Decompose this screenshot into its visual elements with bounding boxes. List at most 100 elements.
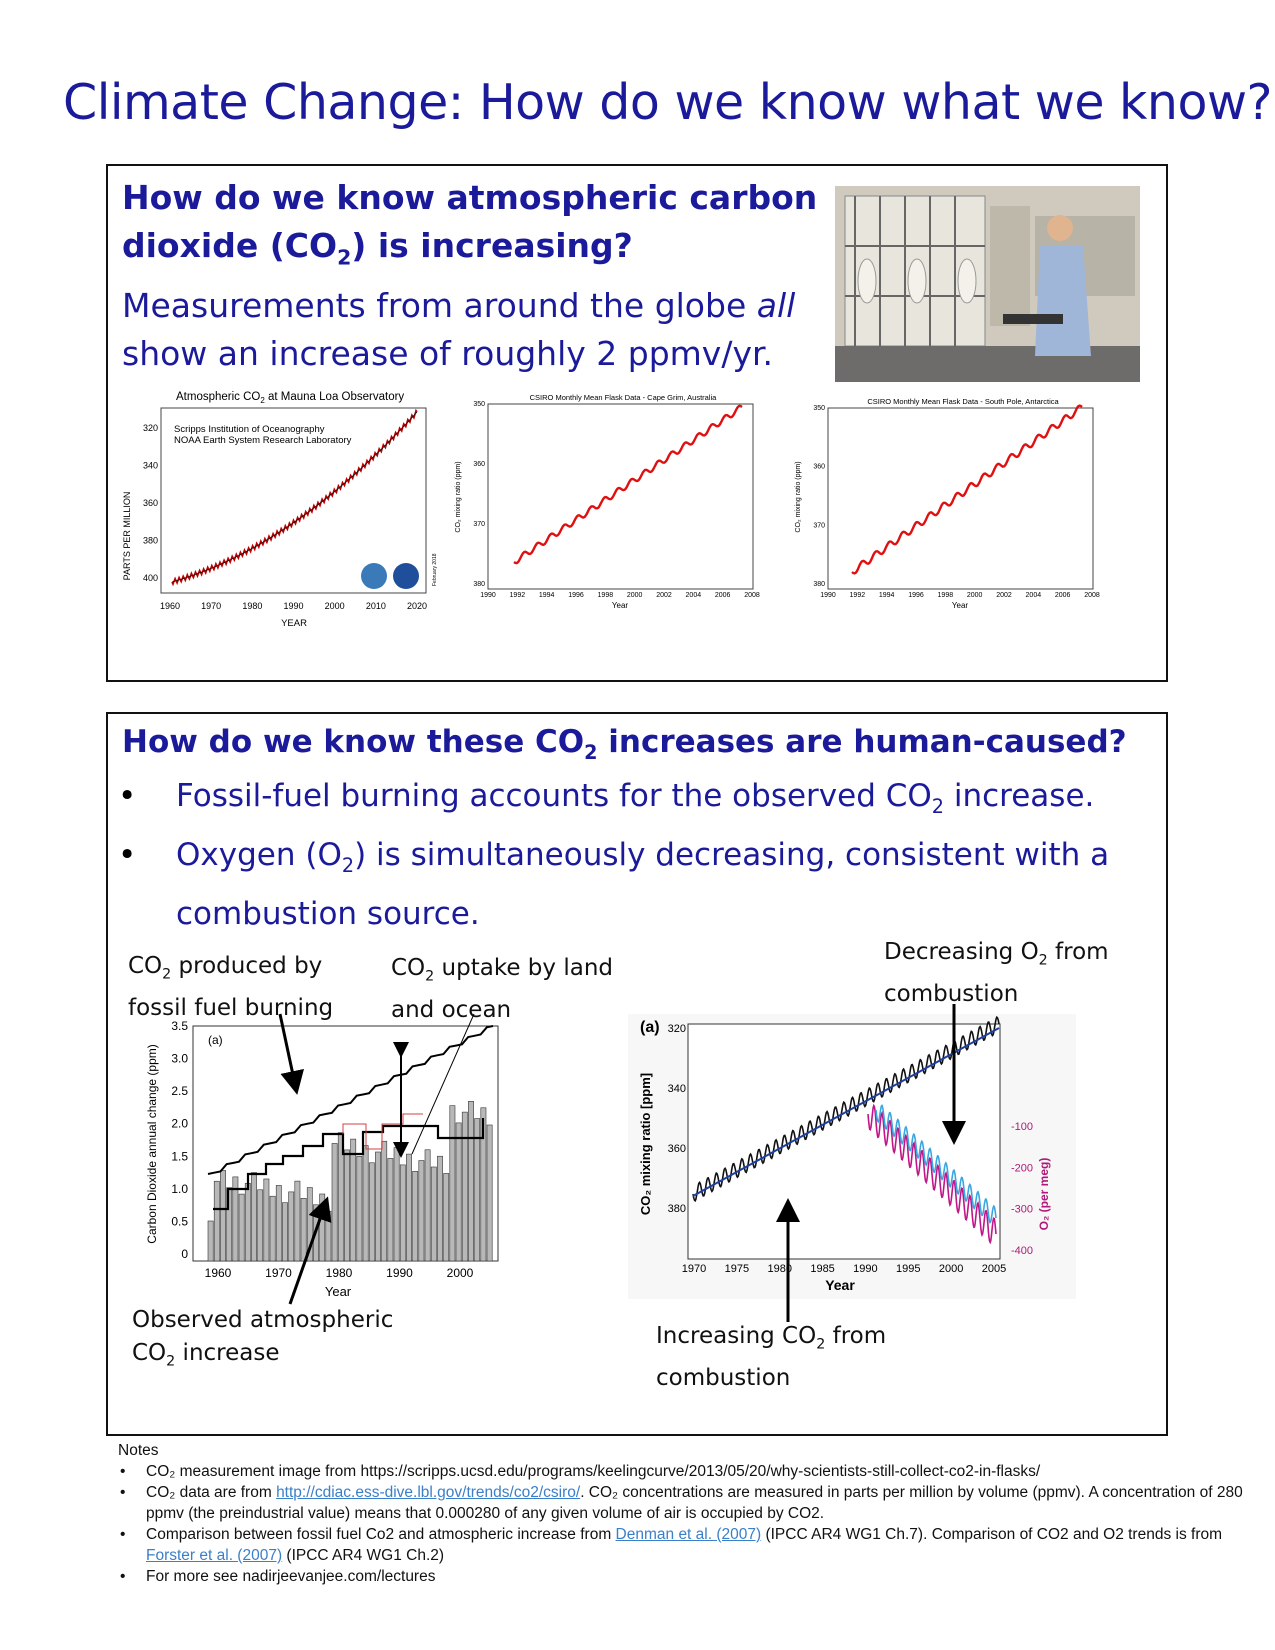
observed-increase-bar	[331, 1143, 338, 1262]
observed-increase-bar	[257, 1189, 264, 1262]
left-chart-ytick: 2.0	[171, 1117, 188, 1131]
observed-increase-bar	[474, 1118, 481, 1262]
observed-increase-bar	[294, 1180, 301, 1262]
observed-increase-bar	[207, 1220, 214, 1262]
cape-grim-xtick: 2000	[627, 592, 643, 599]
annotation-o2-decrease: Decreasing O2 from combustion	[884, 939, 1109, 1007]
mauna-loa-ytick: 340	[143, 461, 158, 471]
observed-increase-bar	[424, 1149, 431, 1262]
south-pole-xtick: 2000	[967, 592, 983, 599]
observed-increase-bar	[412, 1171, 419, 1262]
observed-increase-bar	[480, 1107, 487, 1262]
observed-increase-bar	[381, 1140, 388, 1262]
observed-increase-bar	[282, 1202, 288, 1262]
section2-bullets: • Fossil-fuel burning accounts for the ob…	[118, 772, 1158, 938]
observed-increase-bar	[337, 1132, 344, 1262]
notes: Notes CO₂ measurement image from https:/…	[118, 1440, 1258, 1587]
mauna-loa-ytick: 360	[143, 498, 158, 508]
left-chart-xlabel: Year	[325, 1284, 352, 1299]
mauna-loa-ytick: 380	[143, 536, 158, 546]
bullet-oxygen: • Oxygen (O2) is simultaneously decreasin…	[118, 837, 1110, 933]
observed-increase-bar	[387, 1158, 394, 1262]
right-chart-panel: (a)	[640, 1019, 660, 1036]
cape-grim-xtick: 2002	[656, 592, 672, 599]
left-chart-xtick: 1960	[205, 1266, 232, 1280]
observed-increase-bar	[220, 1170, 226, 1262]
section1-answer: Measurements from around the globe all s…	[122, 285, 796, 373]
mauna-loa-xlabel: YEAR	[281, 618, 307, 629]
observed-arrow	[288, 1196, 332, 1305]
observed-increase-bar	[443, 1173, 450, 1262]
right-chart-xtick: 1990	[853, 1263, 877, 1275]
mauna-loa-source2: NOAA Earth System Research Laboratory	[174, 435, 352, 446]
observed-increase-bar	[368, 1162, 375, 1262]
mauna-loa-xtick: 1970	[201, 601, 221, 611]
cape-grim-xtick: 2004	[686, 592, 702, 599]
observed-increase-bar	[275, 1185, 282, 1262]
cape-grim-ylabel: CO₂ mixing ratio (ppm)	[455, 461, 462, 532]
section1-question: How do we know atmospheric carbon dioxid…	[122, 178, 818, 270]
right-chart-xtick: 2005	[982, 1263, 1006, 1275]
left-chart-ytick: 0	[181, 1247, 188, 1261]
south-pole-ytick: 380	[813, 581, 825, 588]
observed-increase-bar	[486, 1124, 493, 1262]
observed-increase-bar	[350, 1138, 357, 1262]
right-chart-ytick-left: 360	[668, 1143, 686, 1155]
annotation-co2-increase: Increasing CO2 from combustion	[656, 1323, 887, 1391]
cape-grim-title: CSIRO Monthly Mean Flask Data - Cape Gri…	[530, 393, 718, 402]
bullet-fossil-fuel: • Fossil-fuel burning accounts for the ob…	[118, 778, 1095, 819]
observed-increase-bar	[263, 1178, 270, 1262]
left-chart-xtick: 1980	[326, 1266, 353, 1280]
south-pole-ytick: 370	[813, 522, 825, 529]
uptake-pointer	[411, 1013, 475, 1155]
observed-increase-bar	[449, 1105, 456, 1262]
right-chart-ytick-left: 320	[668, 1023, 686, 1035]
note-4: For more see nadirjeevanjee.com/lectures	[120, 1566, 1258, 1587]
right-chart-xtick: 1970	[682, 1263, 706, 1275]
mauna-loa-ytick: 400	[143, 573, 158, 583]
note-3: Comparison between fossil fuel Co2 and a…	[120, 1524, 1258, 1566]
cape-grim-xlabel: Year	[612, 601, 629, 610]
right-chart-ytick-right: -400	[1011, 1245, 1033, 1257]
section2-question: How do we know these CO2 increases are h…	[122, 724, 1127, 765]
south-pole-xtick: 1994	[879, 592, 895, 599]
co2-o2-chart: (a) CO₂ mixing ratio [ppm] O₂ (per meg) …	[628, 1014, 1088, 1299]
observed-increase-bar	[375, 1151, 381, 1262]
mauna-loa-xtick: 2010	[366, 601, 386, 611]
cdiac-link[interactable]: http://cdiac.ess-dive.lbl.gov/trends/co2…	[276, 1484, 581, 1501]
south-pole-ylabel: CO₂ mixing ratio (ppm)	[795, 461, 802, 532]
scientist-photo-icon	[835, 186, 1140, 382]
south-pole-xtick: 2006	[1055, 592, 1071, 599]
south-pole-xtick: 1992	[850, 592, 866, 599]
right-chart-ylabel-right: O₂ (per meg)	[1037, 1158, 1051, 1231]
mauna-loa-chart: Atmospheric CO2 at Mauna Loa Observatory…	[114, 386, 444, 631]
mauna-loa-xtick: 2000	[325, 601, 345, 611]
mauna-loa-source1: Scripps Institution of Oceanography	[174, 424, 325, 435]
section1-text: How do we know atmospheric carbon dioxid…	[122, 174, 822, 378]
observed-increase-bar	[319, 1193, 326, 1262]
co2-increase-panel: How do we know atmospheric carbon dioxid…	[106, 164, 1168, 682]
south-pole-xtick: 1996	[908, 592, 924, 599]
mauna-loa-xtick: 2020	[407, 601, 427, 611]
observed-increase-bar	[418, 1160, 425, 1262]
observed-increase-bar	[399, 1164, 406, 1262]
notes-heading: Notes	[118, 1442, 159, 1459]
left-chart-ytick: 2.5	[171, 1084, 188, 1098]
left-chart-xtick: 2000	[447, 1266, 474, 1280]
denman-link[interactable]: Denman et al. (2007)	[615, 1526, 762, 1543]
cape-grim-xtick: 1990	[480, 592, 496, 599]
cape-grim-xtick: 2006	[715, 592, 731, 599]
cape-grim-xtick: 1994	[539, 592, 555, 599]
observed-increase-bar	[288, 1191, 295, 1262]
south-pole-xtick: 1998	[938, 592, 954, 599]
south-pole-xtick: 2002	[996, 592, 1012, 599]
cape-grim-xtick: 1998	[598, 592, 614, 599]
forster-link[interactable]: Forster et al. (2007)	[146, 1547, 283, 1564]
observed-increase-bar	[344, 1149, 350, 1262]
fossil-arrow	[278, 1013, 304, 1095]
mauna-loa-xtick: 1980	[242, 601, 262, 611]
observed-increase-bar	[226, 1187, 233, 1262]
human-cause-panel: How do we know these CO2 increases are h…	[106, 712, 1168, 1436]
south-pole-chart: CSIRO Monthly Mean Flask Data - South Po…	[788, 392, 1108, 622]
south-pole-ytick: 350	[813, 405, 825, 412]
